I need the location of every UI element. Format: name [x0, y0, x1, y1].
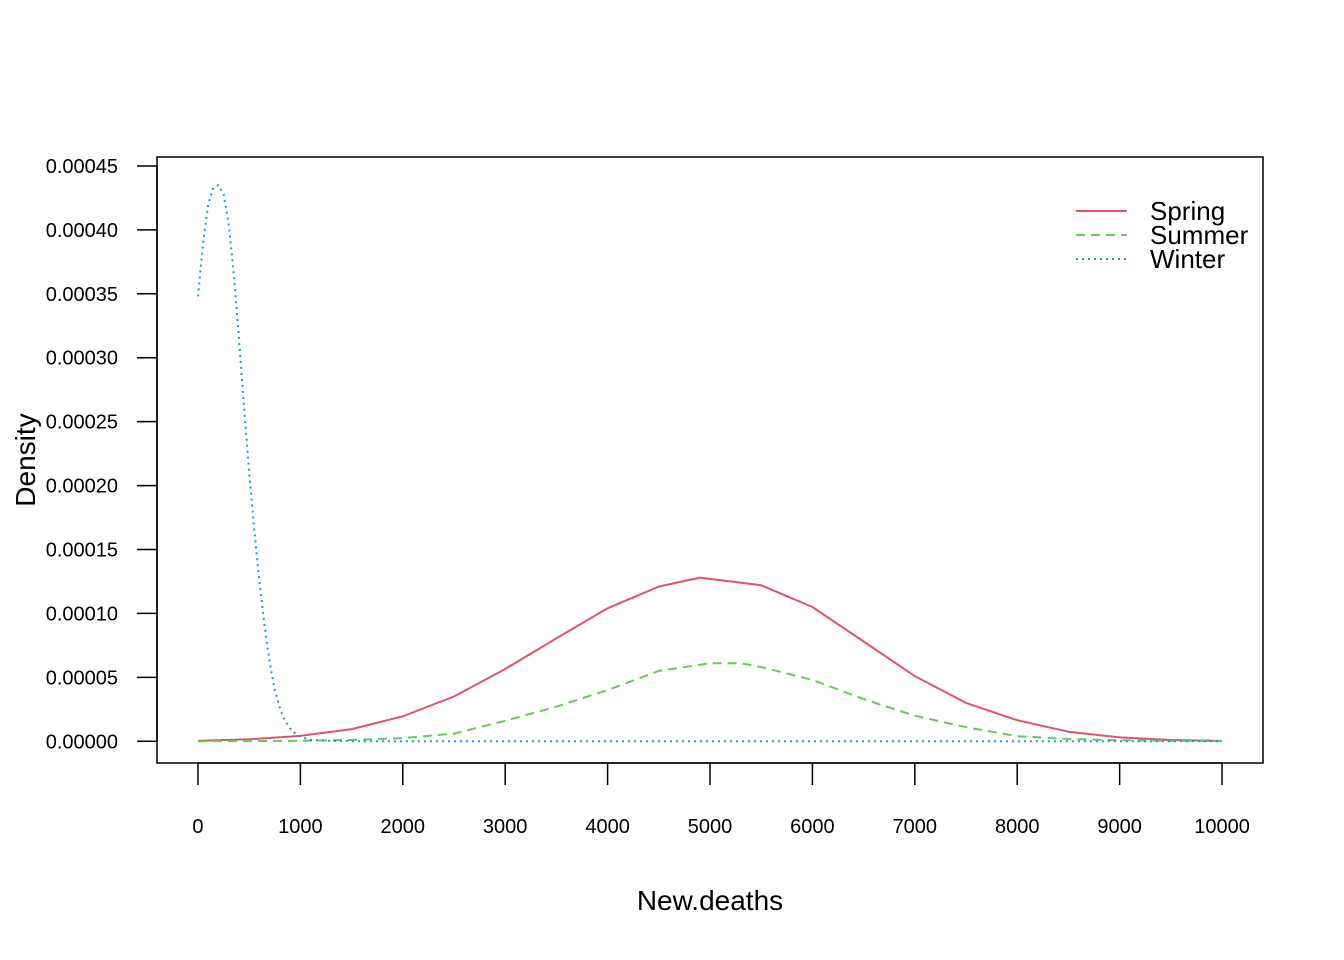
- y-tick-label: 0.00005: [46, 667, 118, 689]
- y-tick-label: 0.00035: [46, 284, 118, 306]
- x-tick-label: 8000: [995, 816, 1040, 838]
- y-tick-label: 0.00040: [46, 220, 118, 242]
- x-axis-title: New.deaths: [637, 885, 783, 916]
- y-tick-label: 0.00045: [46, 156, 118, 178]
- y-axis-title: Density: [10, 413, 41, 506]
- series-line-spring: [197, 576, 1223, 742]
- y-tick-label: 0.00010: [46, 603, 118, 625]
- y-tick-label: 0.00025: [46, 412, 118, 434]
- legend-label-summer: Summer: [1150, 220, 1249, 250]
- y-tick-label: 0.00000: [46, 731, 118, 753]
- y-axis: 0.00000 0.00005 0.00010 0.00015 0.00020 0.000…: [46, 156, 158, 753]
- y-tick-label: 0.00015: [46, 539, 118, 561]
- x-tick-label: 4000: [585, 816, 630, 838]
- x-tick-label: 6000: [790, 816, 835, 838]
- x-tick-label: 10000: [1194, 816, 1250, 838]
- x-tick-label: 0: [192, 816, 203, 838]
- x-tick-label: 1000: [278, 816, 323, 838]
- x-tick-label: 9000: [1097, 816, 1142, 838]
- x-tick-label: 3000: [483, 816, 528, 838]
- series-layer: [197, 184, 1223, 743]
- legend-label-winter: Winter: [1150, 244, 1225, 274]
- x-tick-label: 2000: [381, 816, 426, 838]
- x-tick-label: 7000: [893, 816, 938, 838]
- series-line-winter: [197, 184, 1222, 743]
- plot-frame: [156, 156, 1264, 764]
- y-tick-label: 0.00030: [46, 348, 118, 370]
- y-tick-label: 0.00020: [46, 476, 118, 498]
- legend-label-spring: Spring: [1150, 196, 1225, 226]
- x-axis: 0 1000 2000 3000 4000 5000 6000 7000 8000 9000 100…: [192, 762, 1250, 838]
- x-tick-label: 5000: [688, 816, 733, 838]
